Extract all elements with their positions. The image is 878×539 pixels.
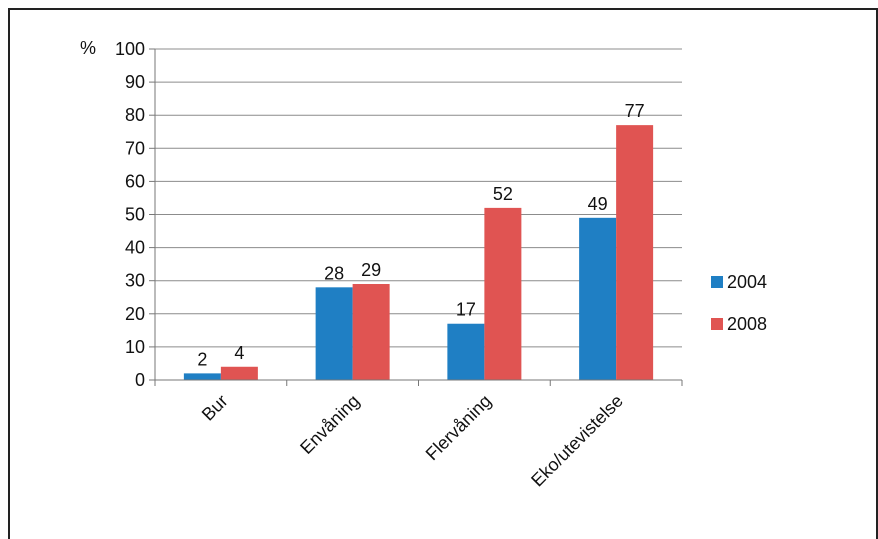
y-tick-label: 100 bbox=[115, 39, 145, 59]
data-label: 29 bbox=[361, 260, 381, 280]
legend: 2004 2008 bbox=[711, 272, 767, 334]
bar-2008-2 bbox=[484, 207, 522, 380]
category-label: Flervåning bbox=[422, 391, 496, 465]
data-label: 17 bbox=[456, 300, 476, 320]
chart-frame bbox=[8, 8, 878, 539]
bar-2008-0 bbox=[220, 366, 258, 380]
bar-2008-3 bbox=[616, 125, 654, 380]
bars bbox=[183, 125, 654, 380]
bar-2004-2 bbox=[447, 323, 485, 380]
bar-2004-0 bbox=[183, 373, 221, 380]
bar-2008-1 bbox=[352, 284, 390, 380]
y-tick-label: 10 bbox=[125, 337, 145, 357]
data-label: 2 bbox=[197, 349, 207, 369]
data-labels: 2 4 28 29 17 52 49 77 bbox=[197, 101, 644, 369]
bar-2004-3 bbox=[579, 217, 617, 380]
category-label: Envåning bbox=[296, 391, 363, 458]
y-tick-label: 80 bbox=[125, 105, 145, 125]
y-tick-label: 20 bbox=[125, 304, 145, 324]
y-tick-label: 90 bbox=[125, 72, 145, 92]
legend-swatch-2008 bbox=[711, 318, 723, 330]
data-label: 28 bbox=[324, 263, 344, 283]
axes bbox=[149, 48, 683, 386]
y-axis-label: % bbox=[80, 38, 96, 58]
gridlines bbox=[155, 48, 682, 348]
legend-label: 2004 bbox=[727, 272, 767, 292]
category-label: Bur bbox=[198, 391, 232, 425]
data-label: 77 bbox=[625, 101, 645, 121]
category-labels: Bur Envåning Flervåning Eko/utevistelse bbox=[198, 391, 627, 491]
category-label: Eko/utevistelse bbox=[527, 391, 627, 491]
legend-label: 2008 bbox=[727, 314, 767, 334]
data-label: 4 bbox=[234, 343, 244, 363]
legend-swatch-2004 bbox=[711, 276, 723, 288]
y-tick-label: 30 bbox=[125, 271, 145, 291]
y-tick-label: 60 bbox=[125, 171, 145, 191]
y-tick-label: 40 bbox=[125, 238, 145, 258]
y-tick-label: 50 bbox=[125, 205, 145, 225]
data-label: 52 bbox=[493, 184, 513, 204]
bar-2004-1 bbox=[315, 287, 353, 380]
y-tick-label: 0 bbox=[135, 370, 145, 390]
y-tick-label: 70 bbox=[125, 138, 145, 158]
y-tick-labels: 0 10 20 30 40 50 60 70 80 90 100 bbox=[115, 39, 145, 390]
data-label: 49 bbox=[588, 194, 608, 214]
